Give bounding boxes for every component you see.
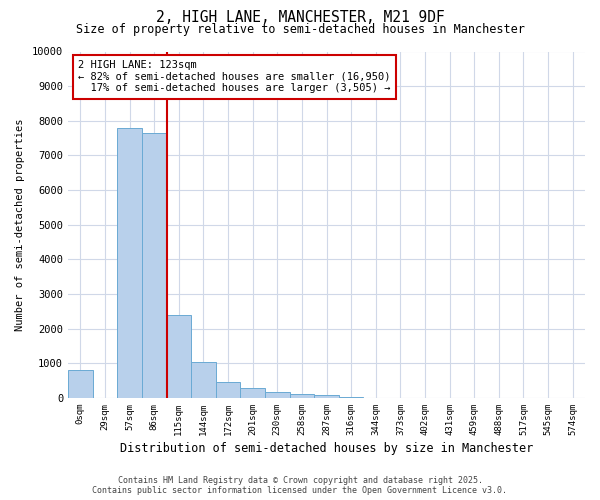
Bar (290, 394, 314, 398)
Bar (314, 395, 339, 398)
Bar (339, 397, 364, 398)
Bar (167, 316, 191, 398)
Text: Contains HM Land Registry data © Crown copyright and database right 2025.
Contai: Contains HM Land Registry data © Crown c… (92, 476, 508, 495)
Text: Size of property relative to semi-detached houses in Manchester: Size of property relative to semi-detach… (76, 22, 524, 36)
Bar (265, 392, 290, 398)
X-axis label: Distribution of semi-detached houses by size in Manchester: Distribution of semi-detached houses by … (120, 442, 533, 455)
Bar (216, 382, 241, 398)
Bar (191, 362, 216, 398)
Y-axis label: Number of semi-detached properties: Number of semi-detached properties (15, 118, 25, 331)
Bar (142, 133, 167, 398)
Text: 2, HIGH LANE, MANCHESTER, M21 9DF: 2, HIGH LANE, MANCHESTER, M21 9DF (155, 10, 445, 25)
Bar (241, 388, 265, 398)
Text: 2 HIGH LANE: 123sqm
← 82% of semi-detached houses are smaller (16,950)
  17% of : 2 HIGH LANE: 123sqm ← 82% of semi-detach… (79, 60, 391, 94)
Bar (68, 370, 92, 398)
Bar (117, 128, 142, 398)
